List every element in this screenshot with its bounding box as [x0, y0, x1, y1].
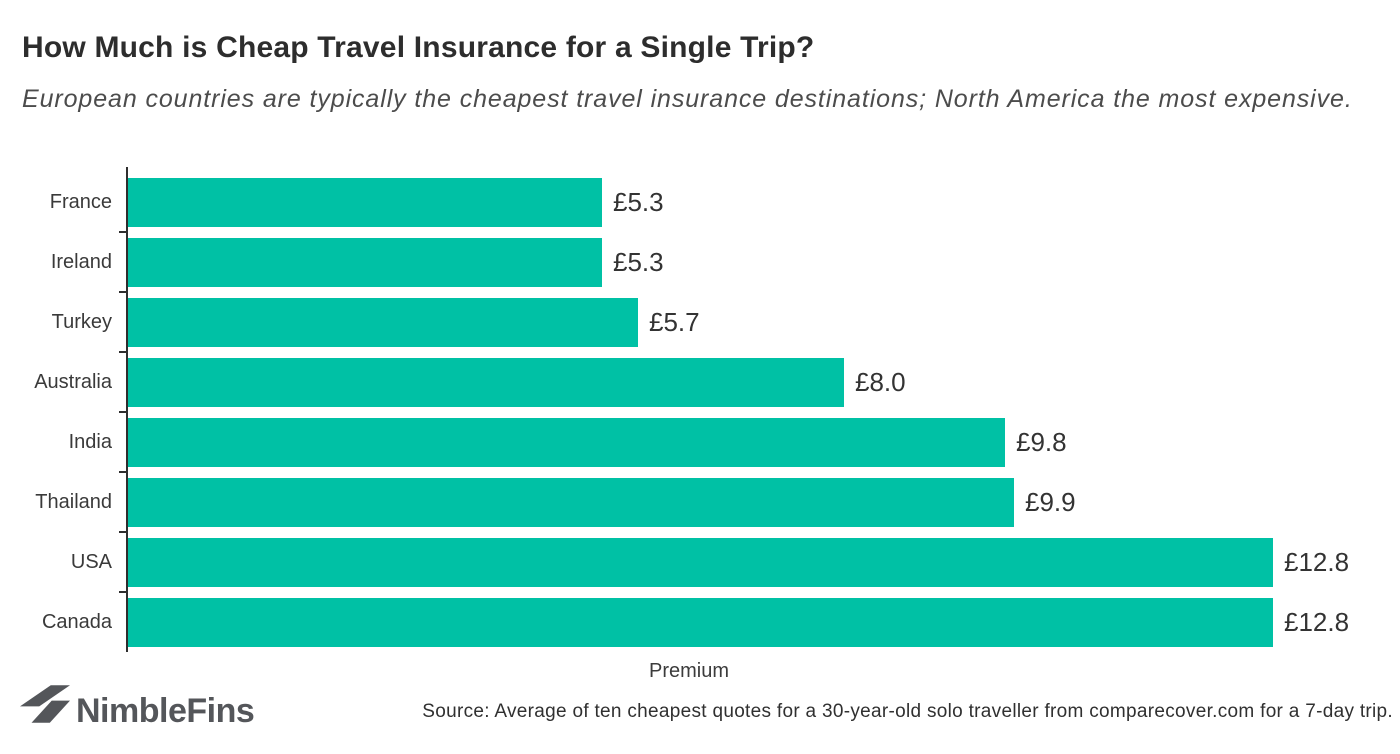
- bar-usa: [128, 537, 1273, 587]
- axis-tick: [119, 471, 127, 473]
- nimblefins-fin-icon: [20, 685, 70, 723]
- axis-tick: [119, 531, 127, 533]
- x-axis-label: Premium: [648, 660, 729, 682]
- bar-track: £5.3: [128, 177, 1400, 227]
- bar-india: [128, 417, 1005, 467]
- category-label-turkey: Turkey: [51, 310, 112, 333]
- bar-canada: [128, 597, 1273, 647]
- category-label-australia: Australia: [34, 370, 112, 393]
- axis-tick: [119, 591, 127, 593]
- bar-track: £5.7: [128, 297, 1400, 347]
- chart-row-ireland: Ireland £5.3: [0, 232, 1400, 292]
- y-axis-line: [126, 167, 128, 652]
- value-label-turkey: £5.7: [649, 306, 700, 337]
- value-label-india: £9.8: [1016, 426, 1067, 457]
- category-label-ireland: Ireland: [50, 250, 112, 273]
- bar-australia: [128, 357, 844, 407]
- bar-track: £12.8: [128, 597, 1400, 647]
- chart-title: How Much is Cheap Travel Insurance for a…: [22, 31, 815, 64]
- category-label-france: France: [49, 190, 112, 213]
- axis-tick: [119, 351, 127, 353]
- category-label-canada: Canada: [41, 610, 112, 633]
- chart-row-turkey: Turkey £5.7: [0, 292, 1400, 352]
- chart-rows: France £5.3 Ireland £5.3 Turkey £5.7 Australia…: [0, 172, 1400, 652]
- chart-subtitle: European countries are typically the che…: [22, 85, 1353, 113]
- category-label-india: India: [68, 430, 112, 453]
- value-label-australia: £8.0: [855, 366, 906, 397]
- axis-tick: [119, 411, 127, 413]
- chart-row-canada: Canada £12.8: [0, 592, 1400, 652]
- chart-row-thailand: Thailand £9.9: [0, 472, 1400, 532]
- axis-tick: [119, 291, 127, 293]
- value-label-france: £5.3: [613, 186, 664, 217]
- category-label-thailand: Thailand: [35, 490, 112, 513]
- value-label-usa: £12.8: [1284, 546, 1350, 577]
- bar-track: £9.9: [128, 477, 1400, 527]
- axis-tick: [119, 231, 127, 233]
- value-label-thailand: £9.9: [1025, 486, 1076, 517]
- value-label-ireland: £5.3: [613, 246, 664, 277]
- bar-turkey: [128, 297, 638, 347]
- bar-track: £8.0: [128, 357, 1400, 407]
- value-label-canada: £12.8: [1284, 606, 1350, 637]
- chart-row-australia: Australia £8.0: [0, 352, 1400, 412]
- bar-track: £5.3: [128, 237, 1400, 287]
- brand-wordmark: NimbleFins: [76, 692, 255, 730]
- chart-row-france: France £5.3: [0, 172, 1400, 232]
- bar-france: [128, 177, 602, 227]
- bar-track: £12.8: [128, 537, 1400, 587]
- chart-row-india: India £9.8: [0, 412, 1400, 472]
- source-note: Source: Average of ten cheapest quotes f…: [422, 701, 1393, 722]
- bar-ireland: [128, 237, 602, 287]
- chart-row-usa: USA £12.8: [0, 532, 1400, 592]
- category-label-usa: USA: [70, 550, 112, 573]
- bar-track: £9.8: [128, 417, 1400, 467]
- bar-thailand: [128, 477, 1014, 527]
